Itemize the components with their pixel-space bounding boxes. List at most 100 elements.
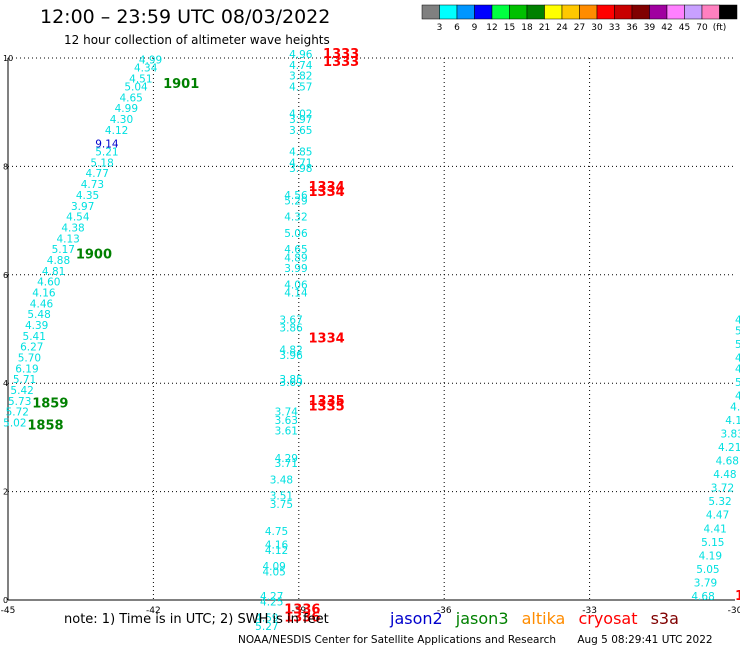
data-label: 3.86 bbox=[279, 323, 303, 335]
data-label: 3.72 bbox=[711, 483, 734, 495]
data-label: 4.12 bbox=[725, 415, 740, 427]
data-label: 4.68 bbox=[691, 591, 714, 603]
data-label: 3.75 bbox=[270, 499, 293, 511]
data-label: 4.34 bbox=[134, 63, 158, 75]
chart-title: 12:00 – 23:59 UTC 08/03/2022 bbox=[40, 6, 331, 28]
legend-swatch bbox=[701, 4, 720, 20]
data-label: 5.48 bbox=[27, 309, 50, 321]
data-label: 4.41 bbox=[703, 523, 726, 535]
x-tick-label: -30 bbox=[728, 606, 740, 616]
data-label: 3.69 bbox=[279, 377, 302, 389]
legend-swatch bbox=[491, 4, 510, 20]
data-label: 6.19 bbox=[15, 363, 38, 375]
x-tick-label: -42 bbox=[146, 606, 161, 616]
data-label: 5.17 bbox=[52, 244, 75, 256]
data-label: 5.71 bbox=[13, 374, 36, 386]
data-label: 4.25 bbox=[260, 596, 283, 608]
data-label: 4.99 bbox=[115, 103, 138, 115]
data-label: 4.81 bbox=[42, 266, 65, 278]
legend-swatch bbox=[561, 4, 580, 20]
data-label: 3.79 bbox=[694, 577, 717, 589]
legend-swatch bbox=[666, 4, 685, 20]
data-label: 4.05 bbox=[262, 567, 285, 579]
data-label: 1335 bbox=[308, 399, 344, 414]
data-label: 4.13 bbox=[56, 233, 79, 245]
data-label: 1901 bbox=[163, 77, 199, 92]
data-label: 1333 bbox=[323, 55, 359, 70]
data-label: 4.32 bbox=[284, 212, 307, 224]
data-label: 3.51 bbox=[270, 491, 293, 503]
data-label: 3.99 bbox=[284, 263, 307, 275]
data-label: 3.96 bbox=[279, 350, 303, 362]
data-label: 4.59 bbox=[255, 613, 278, 625]
data-label: 5.29 bbox=[284, 195, 307, 207]
data-label: 6.27 bbox=[20, 342, 43, 354]
legend-swatch bbox=[631, 4, 650, 20]
legend-label: 15 bbox=[504, 23, 515, 33]
data-label: 3.48 bbox=[270, 474, 293, 486]
chart-subtitle: 12 hour collection of altimeter wave hei… bbox=[64, 33, 330, 47]
legend-swatch bbox=[456, 4, 475, 20]
data-label: 3.97 bbox=[289, 114, 312, 126]
legend-swatch bbox=[509, 4, 528, 20]
data-label: 3.61 bbox=[275, 426, 298, 438]
data-label: 4.2 bbox=[735, 363, 740, 375]
data-label: 5.27 bbox=[255, 621, 278, 633]
x-tick-label: -45 bbox=[1, 606, 16, 616]
data-label: 5.70 bbox=[18, 353, 41, 365]
data-label: 5.18 bbox=[90, 157, 113, 169]
data-label: 4.56 bbox=[284, 190, 308, 202]
data-label: 3.83 bbox=[720, 428, 740, 440]
data-label: 5. bbox=[735, 325, 740, 337]
legend-label: 6 bbox=[454, 23, 460, 33]
y-tick-label: 2 bbox=[3, 488, 8, 497]
footer: NOAA/NESDIS Center for Satellite Applica… bbox=[238, 634, 731, 646]
data-label: 4.73 bbox=[81, 179, 104, 191]
data-label: 3.74 bbox=[275, 407, 299, 419]
legend-label: 70 bbox=[696, 23, 708, 33]
data-label: 4.06 bbox=[284, 279, 308, 291]
data-label: 4.47 bbox=[706, 510, 729, 522]
legend-label: 12 bbox=[486, 23, 497, 33]
data-label: 5.02 bbox=[3, 418, 26, 430]
data-label: 4.57 bbox=[289, 82, 312, 94]
data-label: 3.82 bbox=[289, 71, 312, 83]
credit-text: NOAA/NESDIS Center for Satellite Applica… bbox=[238, 634, 556, 646]
data-label: 4.02 bbox=[289, 109, 312, 121]
data-label: 4.75 bbox=[265, 526, 288, 538]
y-tick-label: 4 bbox=[3, 379, 8, 388]
data-label: 4.77 bbox=[86, 168, 109, 180]
data-label: 4.54 bbox=[66, 212, 90, 224]
data-label: 5. bbox=[735, 339, 740, 351]
legend-label: 36 bbox=[626, 23, 638, 33]
data-label: 5.05 bbox=[696, 564, 719, 576]
data-label: 4.19 bbox=[699, 550, 722, 562]
data-label: 4.26 bbox=[730, 401, 740, 413]
data-label: 5.42 bbox=[10, 385, 33, 397]
legend-swatch bbox=[544, 4, 563, 20]
data-label: 5.0 bbox=[735, 377, 740, 389]
data-label: 5.72 bbox=[6, 407, 29, 419]
legend-label: 21 bbox=[539, 23, 550, 33]
legend-label: 33 bbox=[609, 23, 620, 33]
data-label: 5.21 bbox=[95, 147, 118, 159]
data-label: 5.73 bbox=[8, 396, 31, 408]
data-label: 4.82 bbox=[279, 344, 302, 356]
data-label: 4.12 bbox=[265, 545, 288, 557]
legend-swatch bbox=[421, 4, 440, 20]
data-label: 4.16 bbox=[32, 287, 56, 299]
data-label: 4. bbox=[735, 315, 740, 327]
data-label: 5.06 bbox=[284, 228, 308, 240]
x-tick-label: -36 bbox=[437, 606, 452, 616]
y-tick-label: 10 bbox=[3, 54, 13, 63]
data-label: 1336 bbox=[284, 603, 320, 618]
data-label: 4.71 bbox=[289, 157, 312, 169]
data-label: 4.85 bbox=[289, 147, 312, 159]
legend-label: (ft) bbox=[713, 23, 727, 33]
data-label: 4. bbox=[735, 353, 740, 365]
data-label: 1900 bbox=[76, 248, 112, 263]
data-label: 1334 bbox=[308, 180, 344, 195]
data-label: 5.15 bbox=[701, 537, 724, 549]
data-label: 1334 bbox=[308, 185, 344, 200]
